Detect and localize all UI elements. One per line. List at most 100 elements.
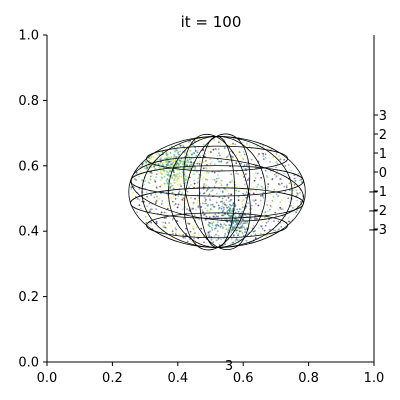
scatter-point <box>224 188 227 191</box>
y-tick-label: 0.2 <box>18 290 39 305</box>
scatter-point <box>254 172 257 175</box>
scatter-point <box>224 203 226 206</box>
scatter-point <box>252 192 255 195</box>
scatter-point <box>179 162 182 165</box>
scatter-point <box>207 151 210 153</box>
scatter-point <box>277 173 280 176</box>
scatter-point <box>226 213 229 216</box>
scatter-point <box>191 153 194 156</box>
scatter-point <box>170 225 173 227</box>
y-tick-label: 0.4 <box>18 225 39 240</box>
scatter-point <box>199 160 201 163</box>
scatter-point <box>254 233 257 236</box>
scatter-point <box>166 170 168 173</box>
scatter-point <box>252 149 255 152</box>
scatter-point <box>189 230 192 233</box>
scatter-point <box>239 213 242 216</box>
scatter-point <box>250 204 253 207</box>
scatter-point <box>214 148 217 150</box>
scatter-point <box>148 202 151 205</box>
scatter-point <box>174 175 177 178</box>
scatter-point <box>193 166 195 169</box>
scatter-point <box>140 170 142 173</box>
scatter-point <box>161 176 163 179</box>
scatter-point <box>270 193 272 195</box>
scatter-point <box>216 230 219 233</box>
scatter-point <box>256 145 259 148</box>
scatter-point <box>232 156 235 159</box>
scatter-point <box>252 225 255 227</box>
scatter-point <box>268 208 271 211</box>
latitude-ring <box>130 165 304 197</box>
scatter-point <box>195 155 198 157</box>
scatter-point <box>205 172 208 174</box>
scatter-point <box>148 160 151 162</box>
scatter-point <box>244 168 247 170</box>
scatter-point <box>235 154 238 157</box>
scatter-point <box>167 173 170 176</box>
scatter-point <box>237 226 239 229</box>
scatter-point <box>219 142 222 145</box>
scatter-point <box>165 165 168 168</box>
scatter-point <box>180 175 183 178</box>
scatter-point <box>197 232 200 235</box>
scatter-point <box>169 165 172 168</box>
scatter-point <box>210 227 213 229</box>
scatter-point <box>300 178 303 181</box>
scatter-point <box>187 195 190 198</box>
latitude-ring <box>146 212 289 239</box>
scatter-point <box>177 162 180 165</box>
scatter-point <box>180 176 183 179</box>
scatter-point <box>175 162 178 165</box>
scatter-point <box>147 224 149 226</box>
scatter-point <box>163 161 165 164</box>
scatter-point <box>153 165 156 168</box>
scatter-point <box>238 183 240 186</box>
scatter-point <box>190 149 192 152</box>
scatter-point <box>233 234 235 237</box>
scatter-point <box>179 150 182 153</box>
scatter-point <box>202 176 205 179</box>
scatter-point <box>283 185 286 188</box>
scatter-point <box>205 215 208 218</box>
scatter-point <box>293 177 296 180</box>
scatter-point <box>208 210 211 213</box>
scatter-point <box>281 199 283 202</box>
scatter-point <box>267 186 269 188</box>
scatter-point <box>295 195 298 197</box>
scatter-point <box>167 171 170 174</box>
scatter-point <box>227 196 230 199</box>
scatter-point <box>194 208 197 211</box>
right-axis-ticks: 3 2 1 0 −1 −2 −3 <box>368 109 387 238</box>
scatter-point <box>235 172 238 175</box>
scatter-point <box>212 148 215 151</box>
scatter-point <box>242 222 245 225</box>
scatter-point <box>156 172 159 175</box>
scatter-point <box>260 185 263 188</box>
scatter-point <box>206 188 209 191</box>
scatter-point <box>175 174 178 176</box>
scatter-point <box>193 234 196 237</box>
scatter-point <box>252 199 255 201</box>
scatter-point <box>182 236 185 239</box>
scatter-point <box>271 186 273 189</box>
scatter-point <box>194 232 196 235</box>
scatter-point <box>194 150 197 152</box>
scatter-point <box>244 193 247 196</box>
scatter-point <box>147 196 150 199</box>
scatter-point <box>238 208 241 210</box>
scatter-point <box>216 232 219 235</box>
scatter-point <box>208 221 211 224</box>
scatter-point <box>203 241 205 244</box>
scatter-point <box>209 199 212 202</box>
scatter-point <box>241 156 244 159</box>
scatter-point <box>207 234 210 237</box>
scatter-point <box>146 167 149 170</box>
scatter-point <box>262 153 265 155</box>
scatter-point <box>208 225 211 228</box>
right-tick-label: 0 <box>379 166 387 181</box>
scatter-point <box>192 185 194 187</box>
scatter-point <box>209 204 212 206</box>
scatter-point <box>184 164 187 166</box>
